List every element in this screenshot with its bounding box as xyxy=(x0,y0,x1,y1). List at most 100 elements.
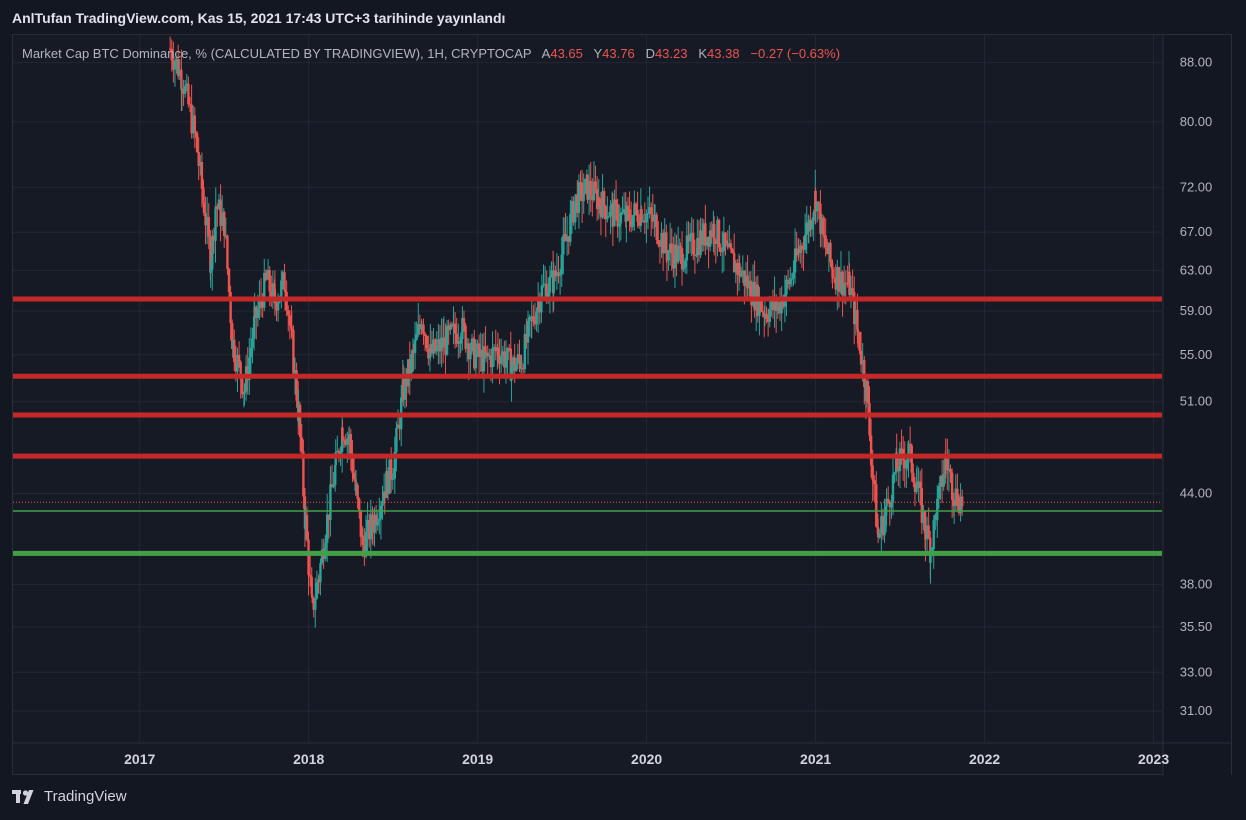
candle-body xyxy=(844,282,847,284)
candle-body xyxy=(251,338,254,348)
candle-body xyxy=(176,59,180,77)
candle-body xyxy=(876,533,880,538)
candle-body xyxy=(420,324,424,330)
candle-body xyxy=(657,240,660,245)
y-tick-label: 63.00 xyxy=(1180,262,1213,277)
candle-body xyxy=(352,472,356,480)
candle-body xyxy=(229,292,232,324)
candle-body xyxy=(429,344,432,353)
candle-body xyxy=(194,131,197,133)
candle-body xyxy=(704,223,707,246)
candle-body xyxy=(193,115,197,132)
y-tick-label: 31.00 xyxy=(1180,703,1213,718)
candle-body xyxy=(315,582,319,599)
candle-body xyxy=(484,352,488,355)
candle-body xyxy=(667,251,670,261)
candle-body xyxy=(837,267,841,292)
candle-body xyxy=(349,434,353,454)
candle-body xyxy=(954,488,957,506)
candle-body xyxy=(905,461,908,469)
candle-body xyxy=(473,338,476,369)
candle-body xyxy=(861,360,864,365)
footer[interactable]: TradingView xyxy=(12,788,127,805)
candle-body xyxy=(437,339,440,346)
candle-body xyxy=(264,272,268,277)
candle-body xyxy=(646,212,650,214)
candle-body xyxy=(859,350,863,365)
candle-body xyxy=(273,289,277,304)
candle-body xyxy=(330,484,334,488)
candle-body xyxy=(854,309,858,325)
candle-body xyxy=(736,263,739,275)
candle-body xyxy=(376,520,379,526)
candle-body xyxy=(915,488,918,492)
candle-body xyxy=(924,533,927,540)
candle-body xyxy=(570,201,574,214)
candle-body xyxy=(339,451,342,456)
candle-body xyxy=(477,343,481,357)
candle-body xyxy=(936,498,939,520)
candle-body xyxy=(937,486,941,499)
candle-body xyxy=(773,297,776,310)
chart-legend: Market Cap BTC Dominance, % (CALCULATED … xyxy=(22,46,840,61)
candle-body xyxy=(634,203,638,210)
candle-body xyxy=(717,219,721,248)
candle-body xyxy=(903,459,906,469)
candle-body xyxy=(476,343,479,354)
chart-frame[interactable] xyxy=(12,34,1232,775)
candle-body xyxy=(348,434,351,441)
candle-body xyxy=(233,339,236,363)
candle-body xyxy=(337,450,341,456)
y-tick-label: 51.00 xyxy=(1180,394,1213,409)
x-tick-label: 2017 xyxy=(124,751,155,767)
candle-body xyxy=(653,214,657,217)
candle-body xyxy=(211,235,214,270)
x-tick-label: 2019 xyxy=(462,751,493,767)
candle-body xyxy=(629,220,633,227)
candle-body xyxy=(573,202,577,223)
candle-body xyxy=(952,505,956,507)
candle-body xyxy=(708,230,712,247)
candle-body xyxy=(868,403,871,436)
candle-body xyxy=(768,309,771,322)
candle-body xyxy=(658,244,662,247)
candle-body xyxy=(481,349,484,372)
candle-body xyxy=(697,238,701,256)
candle-body xyxy=(622,209,626,213)
candle-body xyxy=(455,333,458,344)
candle-body xyxy=(344,440,347,445)
candle-body xyxy=(391,478,395,480)
candle-body xyxy=(812,212,815,221)
candle-body xyxy=(687,235,690,242)
candle-body xyxy=(609,206,612,217)
candle-body xyxy=(253,306,256,317)
candle-body xyxy=(805,222,808,235)
candle-body xyxy=(693,254,697,256)
candle-body xyxy=(326,514,329,543)
candle-body xyxy=(288,315,292,326)
candle-body xyxy=(881,516,885,536)
candle-body xyxy=(869,435,873,466)
candle-body xyxy=(790,278,794,280)
candle-layer xyxy=(168,36,964,628)
candle-body xyxy=(699,230,702,256)
candle-body xyxy=(489,355,493,368)
candle-body xyxy=(356,484,359,499)
candle-body xyxy=(726,244,729,248)
candle-body xyxy=(525,334,528,343)
candle-body xyxy=(959,496,962,514)
candle-body xyxy=(886,498,890,502)
candle-body xyxy=(863,360,866,387)
candle-body xyxy=(751,281,755,306)
candle-body xyxy=(722,232,726,252)
candle-body xyxy=(807,219,811,232)
candle-body xyxy=(292,329,295,374)
candle-body xyxy=(180,69,183,90)
candle-body xyxy=(774,297,778,312)
candle-body xyxy=(601,191,604,218)
candle-body xyxy=(729,243,733,250)
candle-body xyxy=(219,199,222,226)
candle-body xyxy=(688,234,692,242)
candle-body xyxy=(631,215,634,227)
